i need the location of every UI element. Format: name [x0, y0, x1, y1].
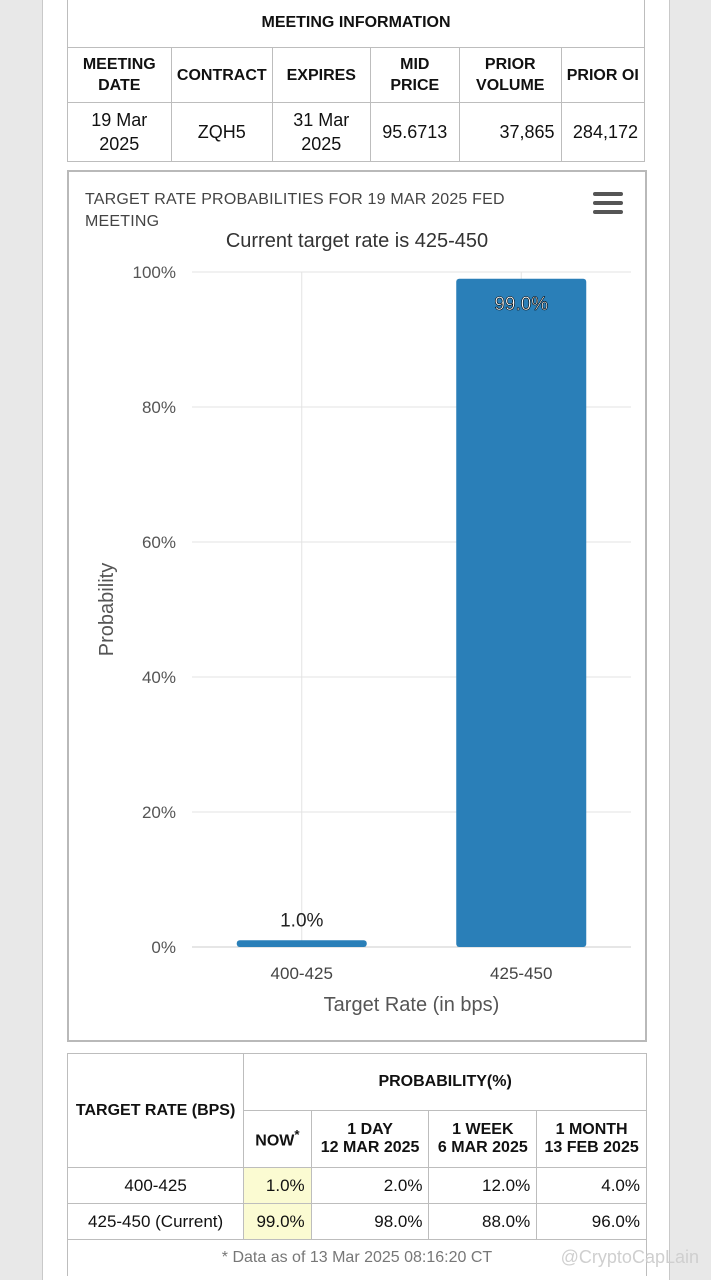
data-footnote: * Data as of 13 Mar 2025 08:16:20 CT	[67, 1239, 647, 1276]
probability-table: TARGET RATE (BPS) PROBABILITY(%) NOW* 1 …	[66, 1053, 647, 1276]
col-1-day: 1 DAY 12 MAR 2025	[310, 1110, 430, 1168]
chart-panel: TARGET RATE PROBABILITIES FOR 19 MAR 202…	[67, 170, 647, 1042]
val-contract: ZQH5	[170, 102, 274, 162]
row-rate: 425-450 (Current)	[66, 1203, 245, 1240]
col-mid-price: MID PRICE	[369, 47, 461, 103]
y-axis-title: Probability	[96, 563, 118, 656]
col-1-month: 1 MONTH 13 FEB 2025	[536, 1110, 647, 1168]
col-now: NOW*	[243, 1110, 312, 1168]
hamburger-menu-icon[interactable]	[593, 192, 623, 216]
val-prior-oi: 284,172	[560, 102, 646, 162]
col-target-rate: TARGET RATE (BPS)	[66, 1053, 245, 1168]
y-tick-label: 60%	[142, 533, 176, 552]
row-week: 12.0%	[428, 1167, 538, 1204]
y-tick-label: 0%	[151, 938, 176, 957]
bar	[456, 278, 587, 947]
bar-chart: 0% 20% 40% 60% 80% 100% 1.0% 400-425 99.0% 425-45…	[96, 263, 631, 1016]
watermark: @CryptoCapLain	[560, 1247, 699, 1267]
col-1-week: 1 WEEK 6 MAR 2025	[428, 1110, 538, 1168]
table-row: 425-450 (Current) 99.0% 98.0% 88.0% 96.0…	[66, 1203, 647, 1240]
bar-data-label: 99.0%	[494, 294, 548, 315]
val-expires: 31 Mar 2025	[272, 102, 371, 162]
table-row: 400-425 1.0% 2.0% 12.0% 4.0%	[66, 1167, 647, 1204]
row-month: 4.0%	[536, 1167, 647, 1204]
col-probability: PROBABILITY(%)	[243, 1053, 647, 1111]
col-prior-oi: PRIOR OI	[560, 47, 646, 103]
row-rate: 400-425	[66, 1167, 245, 1204]
val-meeting-date: 19 Mar 2025	[67, 102, 172, 162]
bar	[236, 940, 367, 947]
y-tick-label: 20%	[142, 803, 176, 822]
x-tick-label: 425-450	[490, 964, 552, 983]
now-asterisk: *	[294, 1127, 300, 1143]
meeting-info-table: MEETING INFORMATION MEETING DATE CONTRAC…	[67, 0, 646, 162]
x-tick-label: 400-425	[271, 964, 333, 983]
row-month: 96.0%	[536, 1203, 647, 1240]
y-tick-label: 40%	[142, 668, 176, 687]
row-day: 2.0%	[310, 1167, 430, 1204]
bar-data-label: 1.0%	[280, 910, 323, 931]
y-tick-label: 100%	[133, 263, 176, 282]
col-contract: CONTRACT	[170, 47, 274, 103]
row-week: 88.0%	[428, 1203, 538, 1240]
val-mid-price: 95.6713	[369, 102, 461, 162]
col-expires: EXPIRES	[272, 47, 371, 103]
col-meeting-date: MEETING DATE	[67, 47, 172, 103]
row-day: 98.0%	[310, 1203, 430, 1240]
chart-title: TARGET RATE PROBABILITIES FOR 19 MAR 202…	[85, 191, 505, 230]
val-prior-volume: 37,865	[459, 102, 562, 162]
page-panel: MEETING INFORMATION MEETING DATE CONTRAC…	[42, 0, 670, 1280]
chart-subtitle: Current target rate is 425-450	[225, 230, 489, 252]
col-prior-volume: PRIOR VOLUME	[459, 47, 562, 103]
y-tick-label: 80%	[142, 398, 176, 417]
x-axis-title: Target Rate (in bps)	[324, 994, 500, 1016]
meeting-info-caption: MEETING INFORMATION	[67, 0, 645, 48]
row-now: 99.0%	[243, 1203, 312, 1240]
row-now: 1.0%	[243, 1167, 312, 1204]
